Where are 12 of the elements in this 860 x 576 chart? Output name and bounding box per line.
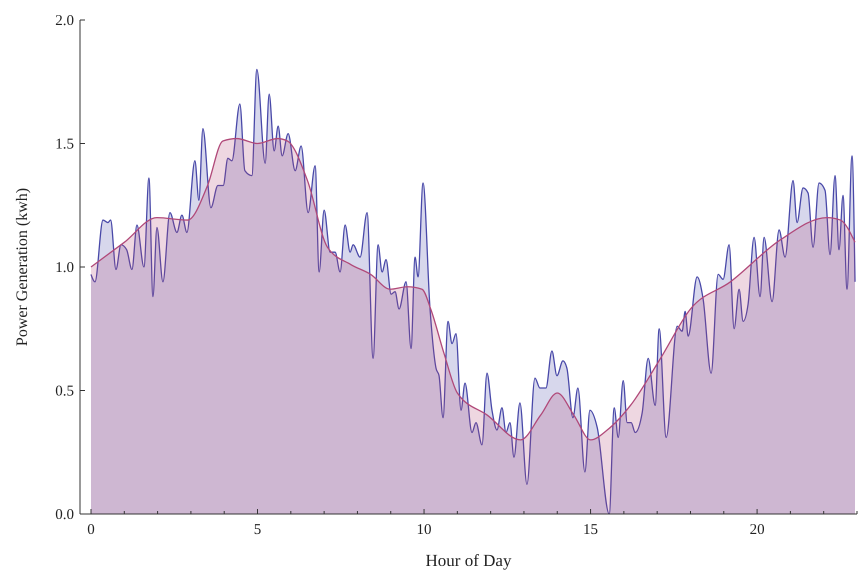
y-axis-title: Power Generation (kwh) bbox=[14, 188, 31, 346]
y-tick-label: 2.0 bbox=[55, 13, 74, 29]
y-tick-label: 1.0 bbox=[55, 260, 74, 276]
y-tick-label: 0.0 bbox=[55, 507, 74, 523]
y-tick-label: 1.5 bbox=[55, 136, 74, 152]
x-tick-label: 0 bbox=[87, 522, 95, 538]
x-tick-label: 5 bbox=[254, 522, 262, 538]
x-tick-label: 10 bbox=[416, 522, 432, 538]
x-axis-title: Hour of Day bbox=[426, 551, 512, 570]
y-tick-label: 0.5 bbox=[55, 384, 74, 400]
x-tick-label: 15 bbox=[583, 522, 598, 538]
x-tick-label: 20 bbox=[750, 522, 765, 538]
